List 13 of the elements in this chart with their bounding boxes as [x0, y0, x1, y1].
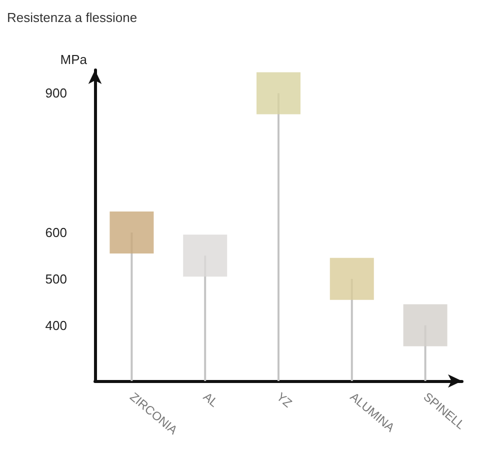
x-tick-label: YZ: [274, 390, 295, 410]
point: [110, 211, 154, 254]
point: [330, 258, 374, 300]
point: [256, 72, 300, 114]
chart-title: Resistenza a flessione: [7, 10, 138, 25]
point: [403, 304, 448, 346]
point: [183, 234, 228, 277]
y-tick-label: 600: [45, 224, 67, 240]
y-tick-label: 500: [45, 271, 67, 286]
y-tick-label: 400: [45, 318, 67, 333]
y-axis-title: MPa: [60, 52, 88, 67]
y-tick-label: 900: [45, 86, 67, 101]
x-tick-label: AL: [200, 390, 222, 410]
